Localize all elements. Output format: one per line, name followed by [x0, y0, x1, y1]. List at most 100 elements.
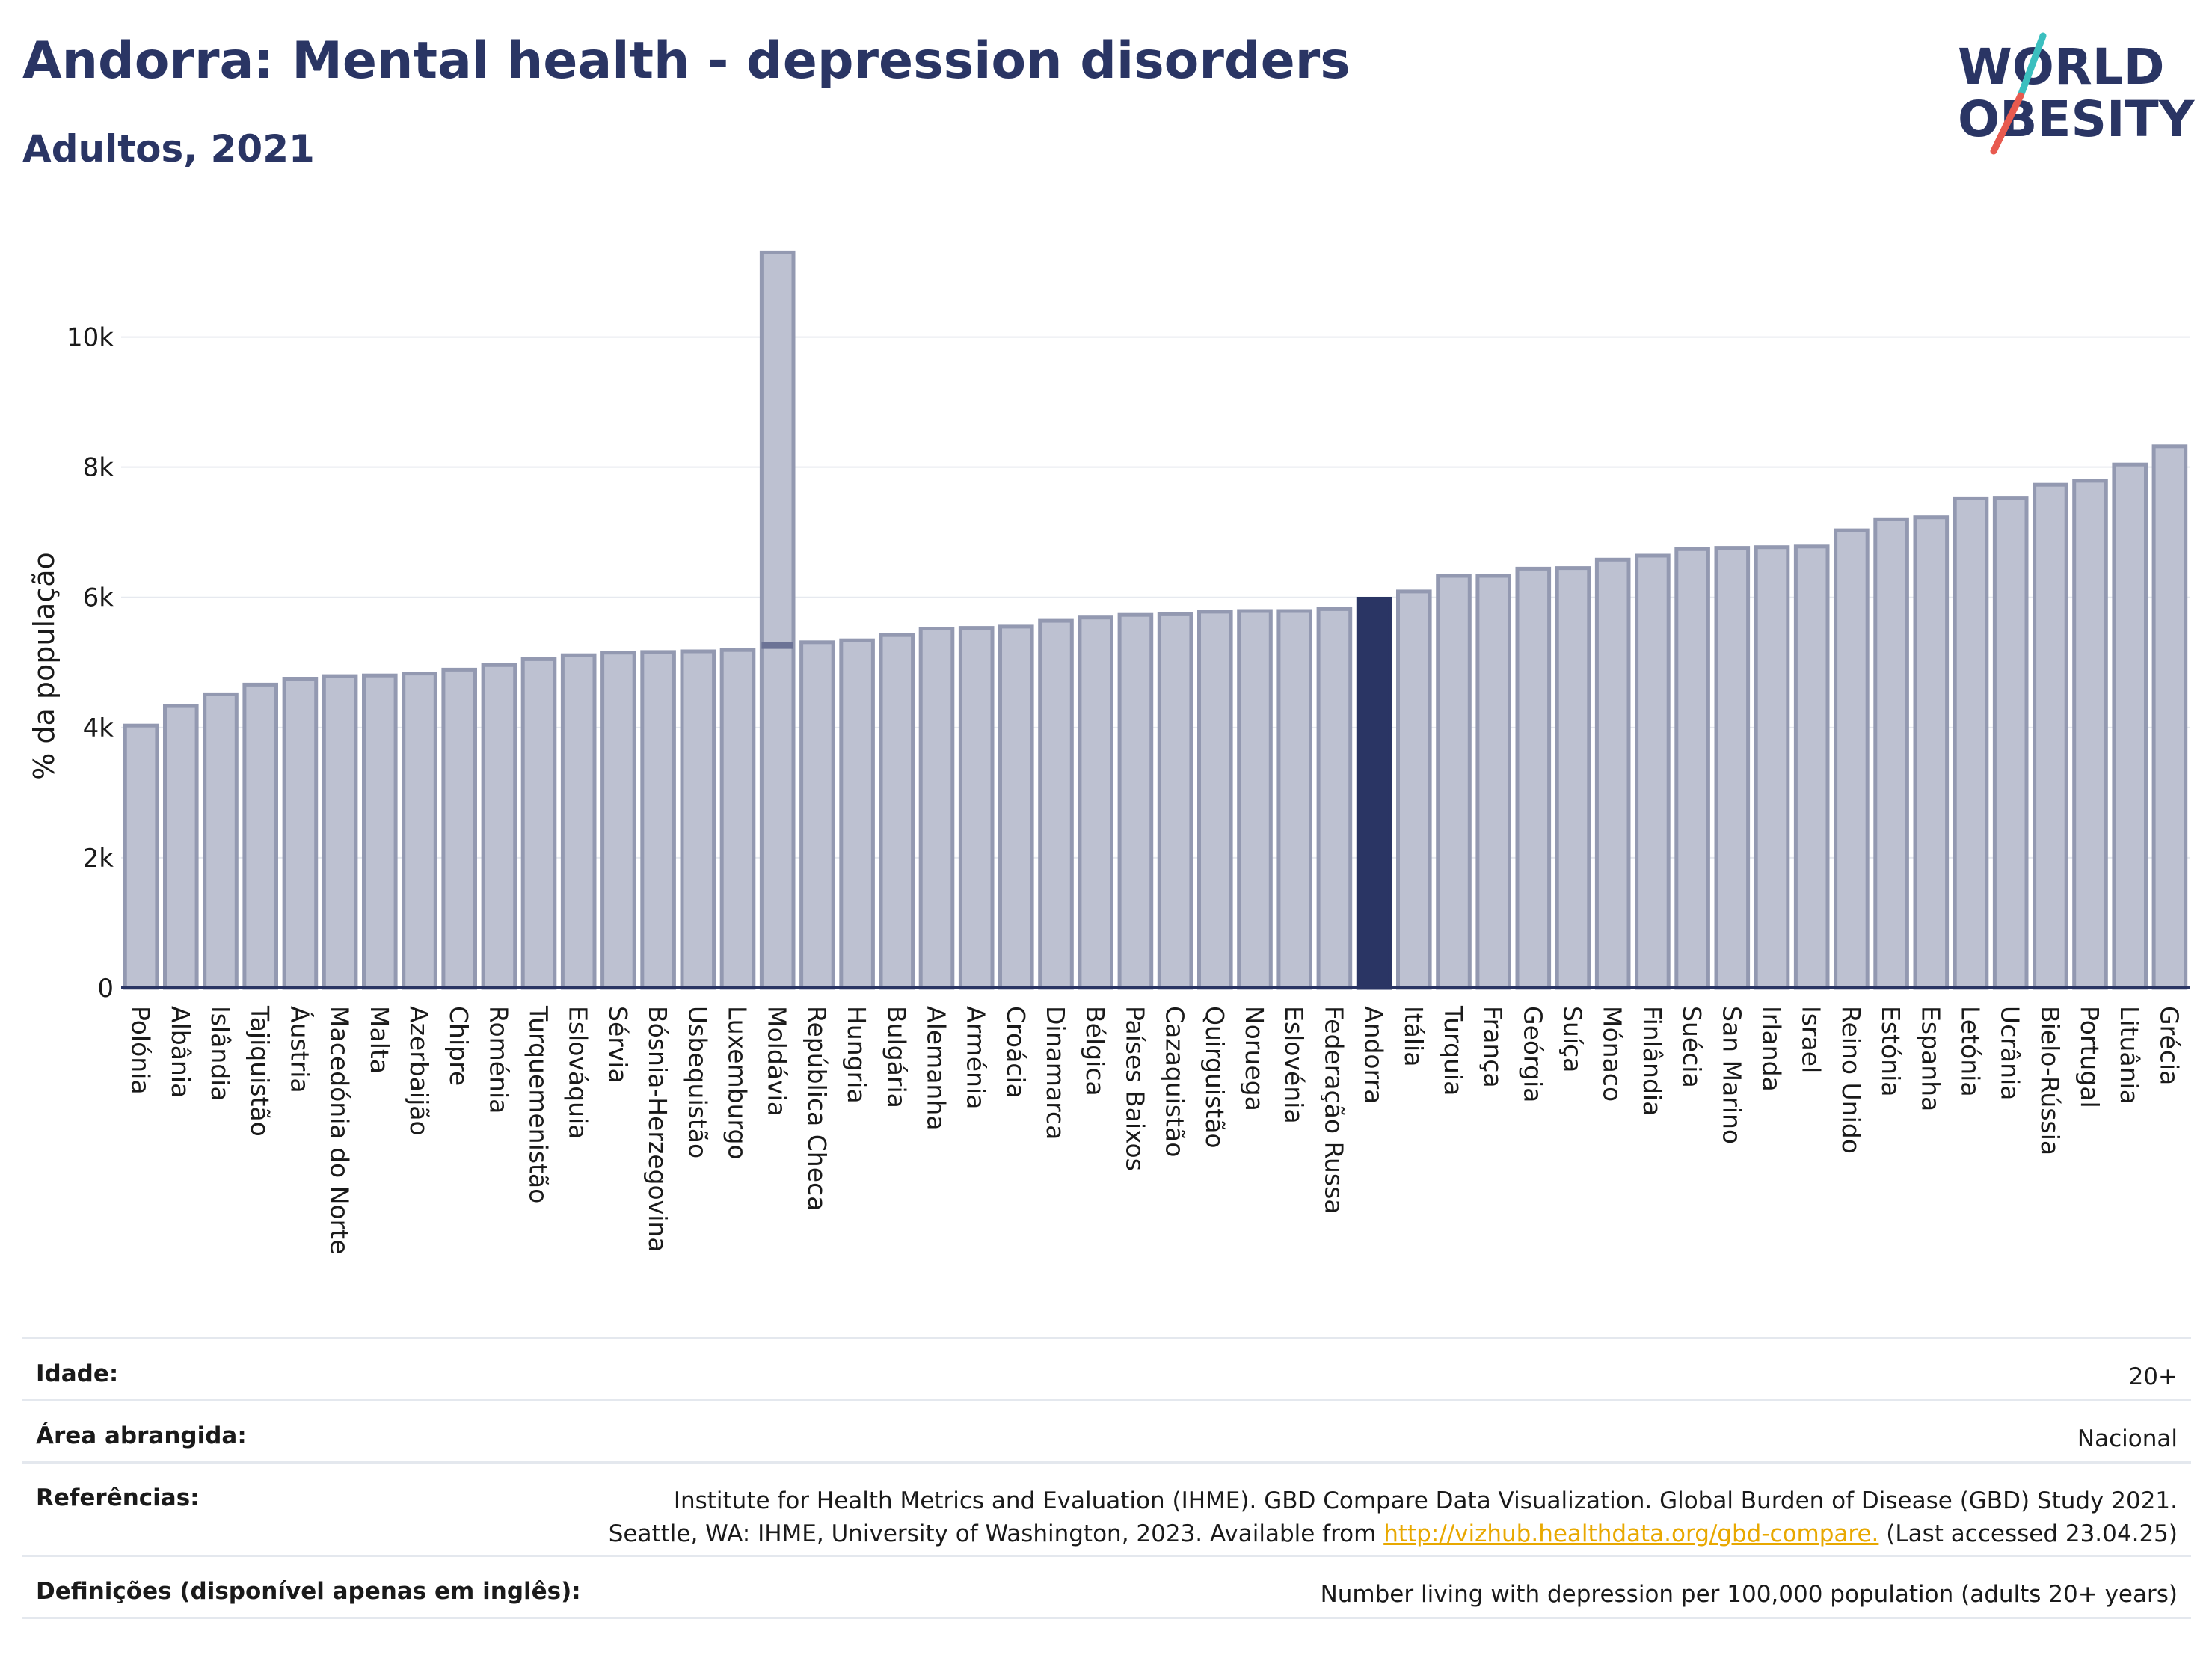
bar: [1555, 566, 1591, 990]
age-value: 20+: [2128, 1363, 2178, 1390]
x-tick-label: França: [1478, 1006, 1508, 1088]
bar: [2151, 444, 2188, 990]
x-axis-labels: Polónia Albânia Islândia Tajiquistão Áustria…: [126, 1005, 2184, 1254]
references-label: Referências:: [36, 1484, 200, 1511]
bar: [1436, 574, 1472, 990]
bar: [1197, 610, 1233, 990]
x-tick-label: Eslovénia: [1279, 1006, 1309, 1124]
bar: [1316, 607, 1353, 990]
area-value: Nacional: [2077, 1425, 2178, 1452]
x-tick-label: Suécia: [1677, 1006, 1706, 1088]
x-tick-label: Arménia: [962, 1006, 991, 1109]
x-tick-label: Itália: [1399, 1006, 1428, 1066]
bars: [123, 250, 2188, 990]
info-row-definitions: Definições (disponível apenas em inglês)…: [22, 1555, 2191, 1619]
x-tick-label: Hungria: [842, 1006, 871, 1104]
x-tick-label: Noruega: [1240, 1006, 1269, 1111]
bar: [1834, 528, 1870, 990]
x-tick-label: Alemanha: [921, 1006, 950, 1130]
definitions-value: Number living with depression per 100,00…: [1320, 1581, 2178, 1608]
bar: [1953, 496, 1989, 990]
bar: [719, 648, 756, 990]
x-tick-label: Eslováquia: [564, 1006, 593, 1139]
x-tick-label: Polónia: [126, 1006, 156, 1095]
references-line-1: Institute for Health Metrics and Evaluat…: [673, 1487, 2178, 1514]
bar: [1873, 517, 1909, 990]
page-title: Andorra: Mental health - depression diso…: [22, 31, 1351, 90]
x-tick-label: Portugal: [2075, 1006, 2104, 1108]
references-value: Institute for Health Metrics and Evaluat…: [609, 1484, 2178, 1550]
x-tick-label: Bielo-Rússia: [2036, 1006, 2065, 1155]
bar: [362, 673, 398, 990]
bar: [839, 638, 875, 990]
bar: [560, 653, 597, 990]
bar: [2033, 482, 2068, 990]
references-line-2-start: Seattle, WA: IHME, University of Washing…: [608, 1520, 1384, 1547]
x-tick-label: Sérvia: [603, 1006, 633, 1084]
bar: [998, 624, 1034, 990]
bar: [402, 672, 437, 990]
bar: [1396, 589, 1432, 990]
bar: [1714, 546, 1751, 990]
info-table: Idade: 20+ Área abrangida: Nacional Refe…: [22, 1337, 2191, 1619]
y-tick-label: 6k: [83, 583, 114, 613]
x-tick-label: Tajiquistão: [245, 1005, 274, 1137]
x-tick-label: Geórgia: [1518, 1006, 1547, 1102]
bar: [1793, 544, 1830, 990]
bar: [1117, 612, 1154, 990]
logo-slash-bottom: [1990, 92, 2024, 155]
bar: [1594, 557, 1631, 990]
x-tick-label: Croácia: [1001, 1006, 1030, 1099]
x-tick-label: Letónia: [1956, 1006, 1985, 1097]
bar: [640, 650, 676, 990]
x-tick-label: Dinamarca: [1041, 1006, 1070, 1140]
x-tick-label: República Checa: [802, 1006, 832, 1211]
y-axis-ticks: 0 2k 4k 6k 8k 10k: [67, 323, 114, 1004]
bar: [481, 663, 517, 990]
info-row-age: Idade: 20+: [22, 1337, 2191, 1399]
y-tick-label: 8k: [83, 453, 114, 483]
bar: [242, 682, 278, 990]
x-tick-label: Lituânia: [2115, 1006, 2144, 1105]
bar: [123, 723, 159, 990]
y-tick-label: 4k: [83, 713, 114, 743]
bar: [1276, 609, 1313, 990]
x-tick-label: Federação Russa: [1319, 1006, 1348, 1215]
x-tick-label: Luxemburgo: [723, 1006, 752, 1160]
x-tick-label: Bélgica: [1081, 1006, 1110, 1096]
age-label: Idade:: [36, 1360, 119, 1387]
x-tick-label: Bulgária: [882, 1006, 911, 1108]
references-link[interactable]: http://vizhub.healthdata.org/gbd-compare…: [1383, 1520, 1879, 1547]
x-tick-label: Moldávia: [763, 1006, 792, 1117]
page-subtitle: Adultos, 2021: [22, 127, 315, 171]
x-tick-label: San Marino: [1717, 1006, 1746, 1144]
bar: [600, 651, 636, 990]
bar: [1913, 515, 1950, 990]
x-tick-label: Países Baixos: [1120, 1006, 1149, 1171]
x-tick-label: Israel: [1797, 1006, 1826, 1073]
bar: [520, 657, 557, 990]
bar: [879, 633, 915, 990]
x-tick-label: Estónia: [1876, 1006, 1905, 1096]
bar: [918, 627, 955, 990]
bar: [1475, 574, 1512, 990]
world-obesity-logo: WORLD OBESITY: [1958, 32, 2196, 155]
x-tick-label: Finlândia: [1638, 1006, 1667, 1116]
bar: [163, 704, 199, 990]
x-tick-label: Reino Unido: [1837, 1006, 1866, 1154]
x-tick-label: Suíça: [1558, 1006, 1588, 1072]
bar: [1157, 612, 1193, 990]
x-tick-label: Ucrânia: [1996, 1006, 2025, 1100]
references-line-2-end: (Last accessed 23.04.25): [1878, 1520, 2178, 1547]
x-tick-label: Azerbaijão: [405, 1006, 434, 1136]
x-tick-label: Islândia: [206, 1006, 235, 1102]
info-row-area: Área abrangida: Nacional: [22, 1399, 2191, 1461]
bar: [1754, 545, 1790, 990]
bar: [1038, 618, 1074, 990]
x-tick-label: Grécia: [2154, 1006, 2184, 1085]
bar: [1078, 615, 1114, 990]
y-axis-title: % da população: [28, 552, 61, 780]
bar: [2112, 462, 2148, 990]
bar: [1992, 496, 2029, 990]
y-tick-label: 2k: [83, 844, 114, 873]
